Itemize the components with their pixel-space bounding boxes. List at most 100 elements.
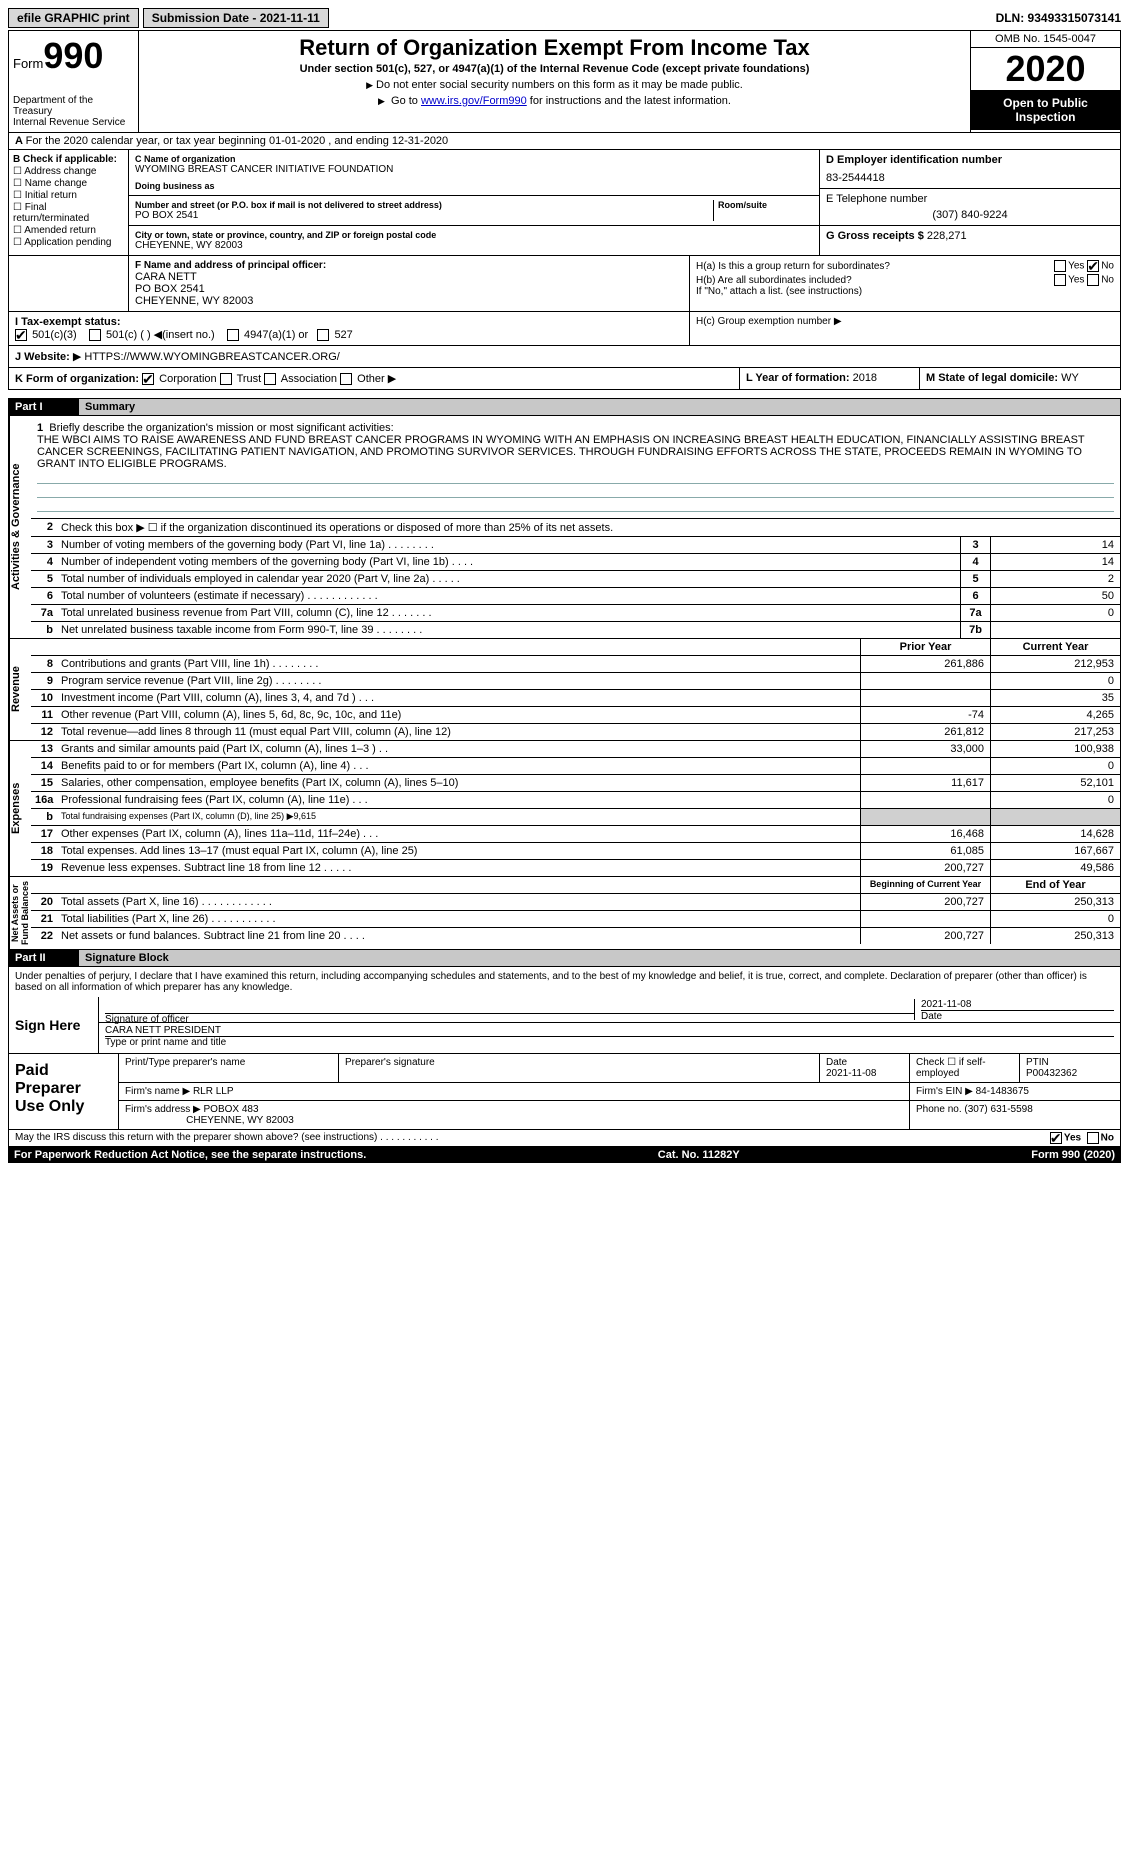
officer-addr1: PO BOX 2541 — [135, 283, 683, 295]
city-label: City or town, state or province, country… — [135, 230, 813, 240]
prep-date: 2021-11-08 — [826, 1068, 876, 1079]
ha-label: H(a) Is this a group return for subordin… — [696, 261, 1054, 272]
line17-curr: 14,628 — [990, 826, 1120, 842]
line19-curr: 49,586 — [990, 860, 1120, 876]
row-a-period: A For the 2020 calendar year, or tax yea… — [8, 133, 1121, 150]
end-hdr: End of Year — [990, 877, 1120, 893]
revenue-section: Revenue Prior YearCurrent Year 8Contribu… — [8, 638, 1121, 740]
cb-4947[interactable] — [227, 329, 239, 341]
line14-txt: Benefits paid to or for members (Part IX… — [57, 758, 860, 774]
line11-curr: 4,265 — [990, 707, 1120, 723]
cb-501c[interactable] — [89, 329, 101, 341]
line20-beg: 200,727 — [860, 894, 990, 910]
discuss-yes[interactable] — [1050, 1132, 1062, 1144]
line17-txt: Other expenses (Part IX, column (A), lin… — [57, 826, 860, 842]
cb-amended[interactable]: ☐ Amended return — [13, 225, 124, 236]
website-url: HTTPS://WWW.WYOMINGBREASTCANCER.ORG/ — [84, 351, 339, 363]
form-number: Form990 — [13, 35, 134, 77]
netassets-vlabel: Net Assets or Fund Balances — [9, 877, 31, 949]
prep-self-emp: Check ☐ if self-employed — [910, 1054, 1020, 1082]
line7a-val: 0 — [990, 605, 1120, 621]
section-klm: K Form of organization: Corporation Trus… — [8, 368, 1121, 390]
hb-no[interactable] — [1087, 274, 1099, 286]
perjury-decl: Under penalties of perjury, I declare th… — [9, 967, 1120, 997]
line5-txt: Total number of individuals employed in … — [57, 571, 960, 587]
line6-txt: Total number of volunteers (estimate if … — [57, 588, 960, 604]
line3-val: 14 — [990, 537, 1120, 553]
hb-yes[interactable] — [1054, 274, 1066, 286]
preparer-block: Paid Preparer Use Only Print/Type prepar… — [8, 1054, 1121, 1130]
ha-no[interactable] — [1087, 260, 1099, 272]
discuss-no[interactable] — [1087, 1132, 1099, 1144]
prep-date-hdr: Date — [826, 1057, 847, 1068]
cb-initial-return[interactable]: ☐ Initial return — [13, 190, 124, 201]
name-title-label: Type or print name and title — [105, 1036, 1114, 1048]
irs-link[interactable]: www.irs.gov/Form990 — [421, 95, 527, 107]
line15-txt: Salaries, other compensation, employee b… — [57, 775, 860, 791]
line14-prior — [860, 758, 990, 774]
cb-corp[interactable] — [142, 373, 154, 385]
form-ref: Form 990 (2020) — [1031, 1149, 1115, 1161]
org-address: PO BOX 2541 — [135, 210, 713, 221]
efile-button[interactable]: efile GRAPHIC print — [8, 8, 139, 28]
cat-no: Cat. No. 11282Y — [366, 1149, 1031, 1161]
firm-addr1: POBOX 483 — [204, 1104, 259, 1115]
discuss-row: May the IRS discuss this return with the… — [8, 1130, 1121, 1147]
ha-yes[interactable] — [1054, 260, 1066, 272]
beginning-hdr: Beginning of Current Year — [860, 877, 990, 893]
domicile-value: WY — [1061, 372, 1079, 384]
org-name: WYOMING BREAST CANCER INITIATIVE FOUNDAT… — [135, 164, 813, 175]
section-fh: F Name and address of principal officer:… — [8, 256, 1121, 312]
section-bcd: B Check if applicable: ☐ Address change … — [8, 150, 1121, 256]
cb-name-change[interactable]: ☐ Name change — [13, 178, 124, 189]
line9-txt: Program service revenue (Part VIII, line… — [57, 673, 860, 689]
cb-other[interactable] — [340, 373, 352, 385]
activities-vlabel: Activities & Governance — [9, 416, 31, 638]
gross-value: 228,271 — [927, 230, 967, 242]
activities-section: Activities & Governance 1 Briefly descri… — [8, 416, 1121, 638]
line18-curr: 167,667 — [990, 843, 1120, 859]
year-formation: 2018 — [853, 372, 877, 384]
line8-curr: 212,953 — [990, 656, 1120, 672]
line16a-txt: Professional fundraising fees (Part IX, … — [57, 792, 860, 808]
prep-sig-hdr: Preparer's signature — [339, 1054, 820, 1082]
line4-val: 14 — [990, 554, 1120, 570]
cb-address-change[interactable]: ☐ Address change — [13, 166, 124, 177]
dba-label: Doing business as — [135, 181, 813, 191]
sig-date-label: Date — [921, 1010, 1114, 1022]
line21-end: 0 — [990, 911, 1120, 927]
section-j: J Website: ▶ HTTPS://WWW.WYOMINGBREASTCA… — [8, 346, 1121, 368]
cb-final-return[interactable]: ☐ Final return/terminated — [13, 202, 124, 224]
firm-addr-label: Firm's address ▶ — [125, 1104, 201, 1115]
line18-txt: Total expenses. Add lines 13–17 (must eq… — [57, 843, 860, 859]
line5-val: 2 — [990, 571, 1120, 587]
open-public: Open to Public Inspection — [971, 90, 1120, 130]
line10-curr: 35 — [990, 690, 1120, 706]
line4-txt: Number of independent voting members of … — [57, 554, 960, 570]
firm-ein-label: Firm's EIN ▶ — [916, 1086, 973, 1097]
firm-phone: (307) 631-5598 — [964, 1104, 1032, 1115]
officer-label: F Name and address of principal officer: — [135, 260, 683, 271]
cb-527[interactable] — [317, 329, 329, 341]
sign-here-label: Sign Here — [9, 997, 99, 1053]
firm-addr2: CHEYENNE, WY 82003 — [186, 1115, 294, 1126]
sig-officer-label: Signature of officer — [105, 1013, 914, 1025]
line19-txt: Revenue less expenses. Subtract line 18 … — [57, 860, 860, 876]
cb-app-pending[interactable]: ☐ Application pending — [13, 237, 124, 248]
discuss-text: May the IRS discuss this return with the… — [15, 1132, 1050, 1144]
org-name-label: C Name of organization — [135, 154, 813, 164]
domicile-label: M State of legal domicile: — [926, 372, 1058, 384]
firm-name-label: Firm's name ▶ — [125, 1086, 190, 1097]
line16b-txt: Total fundraising expenses (Part IX, col… — [57, 809, 860, 825]
firm-ein: 84-1483675 — [976, 1086, 1029, 1097]
officer-addr2: CHEYENNE, WY 82003 — [135, 295, 683, 307]
cb-assoc[interactable] — [264, 373, 276, 385]
hb-note: If "No," attach a list. (see instruction… — [696, 286, 1114, 297]
cb-501c3[interactable] — [15, 329, 27, 341]
tax-status-label: I Tax-exempt status: — [15, 316, 121, 328]
ptin-value: P00432362 — [1026, 1068, 1077, 1079]
part1-header: Part I Summary — [8, 398, 1121, 416]
line22-end: 250,313 — [990, 928, 1120, 944]
addr-label: Number and street (or P.O. box if mail i… — [135, 200, 713, 210]
cb-trust[interactable] — [220, 373, 232, 385]
